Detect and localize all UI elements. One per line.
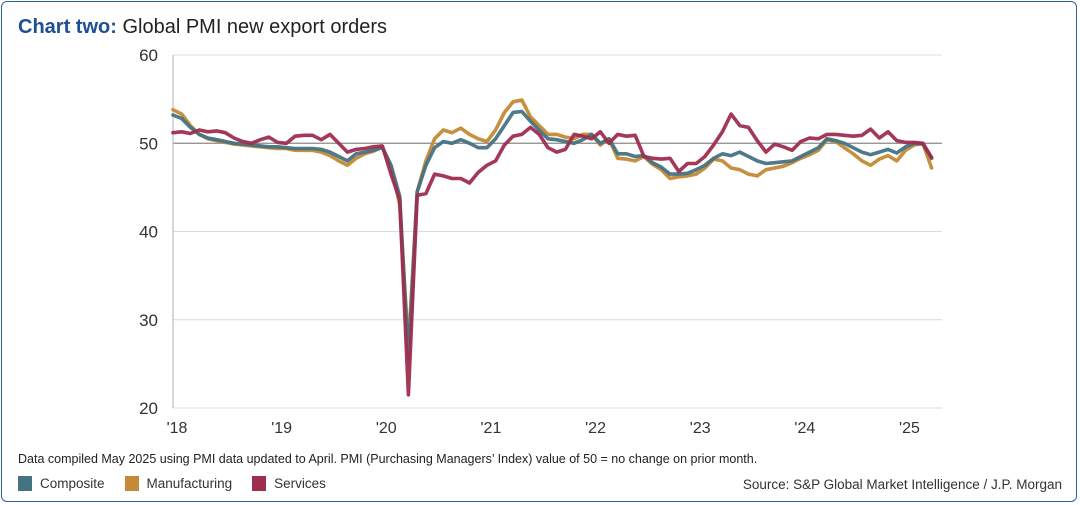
source-note: Source: S&P Global Market Intelligence /…: [742, 477, 1062, 492]
legend-item-manufacturing: Manufacturing: [124, 476, 233, 491]
chart-note: Data compiled May 2025 using PMI data up…: [18, 452, 758, 466]
chart-title-prefix: Chart two:: [18, 16, 117, 38]
x-tick-label: '22: [585, 420, 606, 437]
x-tick-label: '19: [271, 420, 292, 437]
legend-item-composite: Composite: [18, 476, 105, 491]
chart-title: Chart two: Global PMI new export orders: [18, 16, 387, 39]
series-line-manufacturing: [171, 98, 934, 348]
series-line-services: [171, 112, 934, 397]
x-tick-label: '24: [794, 420, 815, 437]
y-tick-label: 30: [139, 311, 158, 330]
legend-swatch: [124, 476, 139, 491]
y-tick-label: 40: [139, 223, 158, 242]
x-tick-label: '20: [376, 420, 397, 437]
legend-swatch: [18, 476, 32, 491]
y-tick-label: 20: [139, 399, 158, 418]
x-tick-label: '23: [690, 420, 711, 437]
chart-title-text: Global PMI new export orders: [122, 16, 388, 38]
legend-item-services: Services: [252, 476, 326, 491]
legend: Composite Manufacturing Services: [18, 476, 326, 491]
legend-label: Services: [274, 476, 326, 491]
legend-label: Manufacturing: [146, 476, 233, 491]
y-tick-label: 60: [139, 46, 158, 65]
x-tick-label: '25: [899, 420, 920, 437]
series-line-composite: [171, 109, 934, 362]
x-tick-label: '21: [480, 420, 501, 437]
x-tick-label: '18: [167, 420, 188, 437]
legend-label: Composite: [40, 476, 105, 491]
legend-swatch: [252, 476, 267, 491]
y-tick-label: 50: [139, 134, 158, 153]
